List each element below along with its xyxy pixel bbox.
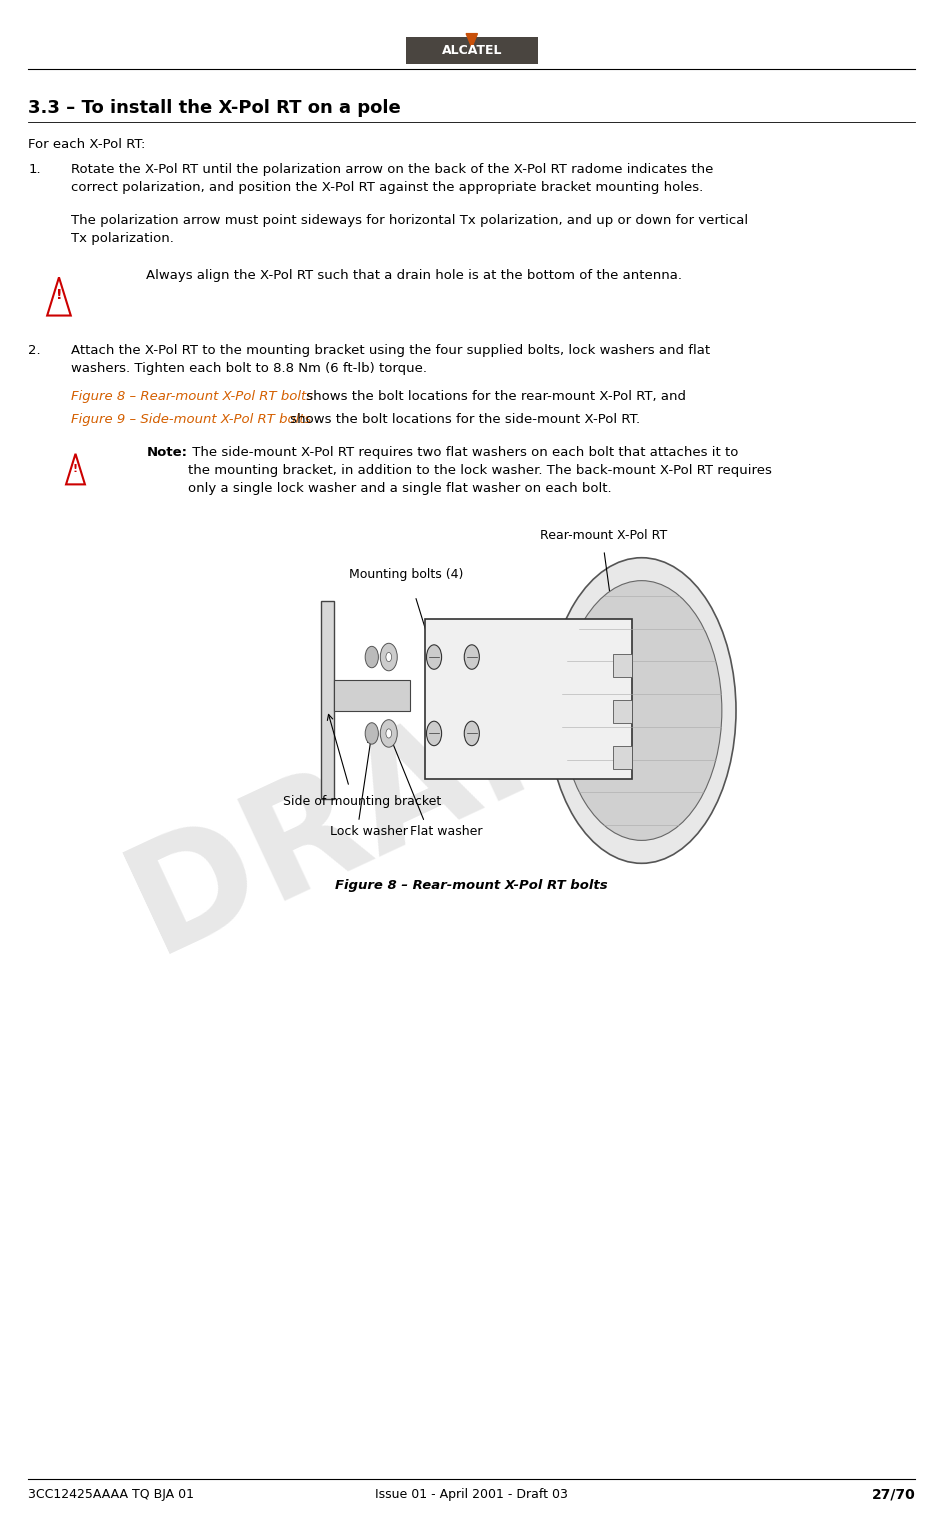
Polygon shape bbox=[47, 278, 71, 315]
Text: The side-mount X-Pol RT requires two flat washers on each bolt that attaches it : The side-mount X-Pol RT requires two fla… bbox=[188, 446, 771, 495]
Text: 3.3 – To install the X-Pol RT on a pole: 3.3 – To install the X-Pol RT on a pole bbox=[28, 99, 401, 118]
Circle shape bbox=[386, 729, 392, 738]
Text: shows the bolt locations for the side-mount X-Pol RT.: shows the bolt locations for the side-mo… bbox=[286, 413, 640, 426]
Circle shape bbox=[380, 643, 397, 671]
Text: Rear-mount X-Pol RT: Rear-mount X-Pol RT bbox=[540, 529, 667, 542]
Text: Note:: Note: bbox=[146, 446, 187, 460]
Text: Always align the X-Pol RT such that a drain hole is at the bottom of the antenna: Always align the X-Pol RT such that a dr… bbox=[146, 269, 683, 281]
Circle shape bbox=[464, 645, 480, 669]
Circle shape bbox=[548, 558, 736, 863]
FancyBboxPatch shape bbox=[614, 746, 632, 769]
Text: Rotate the X-Pol RT until the polarization arrow on the back of the X-Pol RT rad: Rotate the X-Pol RT until the polarizati… bbox=[71, 163, 713, 194]
Circle shape bbox=[562, 581, 722, 840]
Circle shape bbox=[427, 645, 442, 669]
FancyBboxPatch shape bbox=[614, 700, 632, 723]
Text: !: ! bbox=[56, 287, 62, 301]
Polygon shape bbox=[466, 34, 478, 47]
Text: Flat washer: Flat washer bbox=[411, 825, 483, 839]
Text: Side of mounting bracket: Side of mounting bracket bbox=[283, 795, 442, 808]
FancyBboxPatch shape bbox=[321, 601, 334, 799]
FancyBboxPatch shape bbox=[334, 680, 410, 711]
Circle shape bbox=[386, 652, 392, 662]
Text: !: ! bbox=[73, 465, 78, 474]
Text: 3CC12425AAAA TQ BJA 01: 3CC12425AAAA TQ BJA 01 bbox=[28, 1488, 194, 1500]
Text: Figure 9 – Side-mount X-Pol RT bolts: Figure 9 – Side-mount X-Pol RT bolts bbox=[71, 413, 312, 426]
Text: The polarization arrow must point sideways for horizontal Tx polarization, and u: The polarization arrow must point sidewa… bbox=[71, 214, 748, 244]
Text: 2.: 2. bbox=[28, 344, 41, 358]
Polygon shape bbox=[66, 454, 85, 484]
FancyBboxPatch shape bbox=[425, 619, 632, 779]
Text: 27/70: 27/70 bbox=[871, 1487, 916, 1502]
Text: For each X-Pol RT:: For each X-Pol RT: bbox=[28, 138, 145, 151]
FancyBboxPatch shape bbox=[614, 654, 632, 677]
FancyBboxPatch shape bbox=[406, 37, 538, 64]
Text: Lock washer: Lock washer bbox=[330, 825, 408, 839]
Text: ALCATEL: ALCATEL bbox=[442, 44, 502, 57]
Text: Attach the X-Pol RT to the mounting bracket using the four supplied bolts, lock : Attach the X-Pol RT to the mounting brac… bbox=[71, 344, 710, 374]
Text: shows the bolt locations for the rear-mount X-Pol RT, and: shows the bolt locations for the rear-mo… bbox=[302, 390, 686, 403]
Text: DRAFT: DRAFT bbox=[106, 607, 686, 983]
Circle shape bbox=[427, 721, 442, 746]
Text: Issue 01 - April 2001 - Draft 03: Issue 01 - April 2001 - Draft 03 bbox=[376, 1488, 568, 1500]
Circle shape bbox=[365, 646, 379, 668]
Circle shape bbox=[365, 723, 379, 744]
Text: 1.: 1. bbox=[28, 163, 41, 177]
Text: Figure 8 – Rear-mount X-Pol RT bolts: Figure 8 – Rear-mount X-Pol RT bolts bbox=[335, 879, 608, 892]
Text: Figure 8 – Rear-mount X-Pol RT bolts: Figure 8 – Rear-mount X-Pol RT bolts bbox=[71, 390, 312, 403]
Circle shape bbox=[464, 721, 480, 746]
Circle shape bbox=[380, 720, 397, 747]
Text: Mounting bolts (4): Mounting bolts (4) bbox=[349, 567, 464, 581]
